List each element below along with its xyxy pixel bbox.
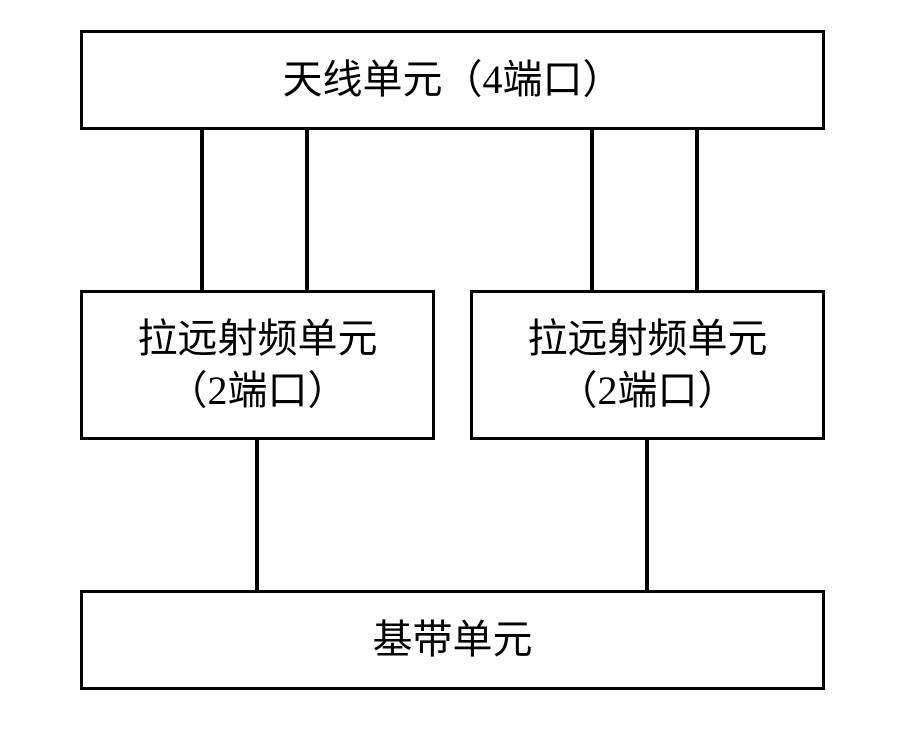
connector-5 [645, 440, 649, 590]
block-diagram: 天线单元（4端口） 拉远射频单元 （2端口） 拉远射频单元 （2端口） 基带单元 [80, 30, 825, 710]
connector-0 [200, 130, 204, 290]
antenna-unit-label: 天线单元（4端口） [283, 54, 623, 106]
connector-1 [305, 130, 309, 290]
baseband-unit-label: 基带单元 [373, 614, 533, 666]
connector-3 [695, 130, 699, 290]
connector-4 [255, 440, 259, 590]
rru-right-box: 拉远射频单元 （2端口） [470, 290, 825, 440]
antenna-unit-box: 天线单元（4端口） [80, 30, 825, 130]
baseband-unit-box: 基带单元 [80, 590, 825, 690]
rru-left-label-line2: （2端口） [168, 365, 348, 417]
connector-2 [590, 130, 594, 290]
rru-left-label-line1: 拉远射频单元 [138, 313, 378, 365]
rru-right-label-line1: 拉远射频单元 [528, 313, 768, 365]
rru-left-box: 拉远射频单元 （2端口） [80, 290, 435, 440]
rru-right-label-line2: （2端口） [558, 365, 738, 417]
